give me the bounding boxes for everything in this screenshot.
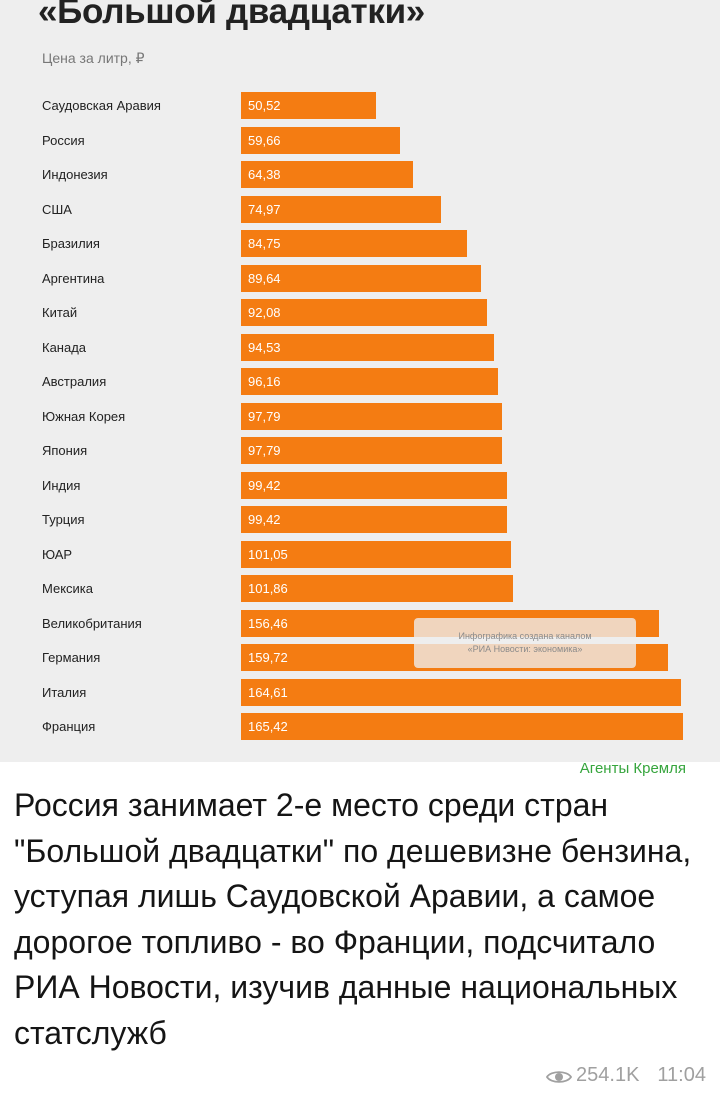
message-time: 11:04 bbox=[657, 1064, 706, 1086]
category-label: Россия bbox=[42, 132, 85, 148]
bar bbox=[241, 471, 507, 499]
category-label: Аргентина bbox=[42, 270, 105, 286]
category-label: Турция bbox=[42, 512, 85, 527]
infographic-image[interactable]: «Большой двадцатки» Цена за литр, ₽ Сауд… bbox=[0, 0, 720, 762]
bar bbox=[241, 92, 376, 119]
bar-value-label: 165,42 bbox=[248, 719, 288, 734]
bar bbox=[241, 161, 414, 188]
category-label: Индонезия bbox=[42, 167, 108, 182]
category-label: Бразилия bbox=[42, 236, 100, 251]
bar-value-label: 92,08 bbox=[248, 305, 281, 320]
bar-value-label: 97,79 bbox=[248, 443, 281, 458]
message-meta: 254.1K 11:04 bbox=[545, 1064, 706, 1087]
bar-value-label: 164,61 bbox=[248, 684, 288, 700]
bar-value-label: 94,53 bbox=[248, 339, 281, 355]
category-label: Франция bbox=[42, 719, 96, 734]
bar-value-label: 101,05 bbox=[248, 546, 288, 562]
bar-value-label: 101,86 bbox=[248, 581, 288, 596]
category-label: Япония bbox=[42, 443, 88, 458]
bar bbox=[241, 195, 442, 223]
bar-value-label: 89,64 bbox=[248, 270, 281, 286]
bar-value-label: 84,75 bbox=[248, 236, 281, 251]
category-label: Италия bbox=[42, 684, 87, 700]
source-note-line2: «РИА Новости: экономика» bbox=[467, 644, 583, 654]
bar bbox=[241, 230, 468, 257]
bar-value-label: 96,16 bbox=[248, 374, 281, 389]
bar bbox=[241, 678, 681, 706]
bar bbox=[241, 126, 401, 154]
chart-subtitle: Цена за литр, ₽ bbox=[42, 50, 145, 66]
bar-value-label: 64,38 bbox=[248, 167, 281, 182]
bar bbox=[241, 299, 488, 326]
bar-value-label: 59,66 bbox=[248, 132, 281, 148]
bar-value-label: 97,79 bbox=[248, 408, 281, 424]
bar-value-label: 99,42 bbox=[248, 477, 281, 493]
bar-value-label: 159,72 bbox=[248, 650, 288, 665]
category-label: Южная Корея bbox=[42, 408, 126, 424]
category-label: Мексика bbox=[42, 581, 94, 596]
bar-value-label: 156,46 bbox=[248, 615, 288, 631]
bar-value-label: 74,97 bbox=[248, 201, 281, 217]
bar bbox=[241, 368, 498, 395]
bar bbox=[241, 575, 514, 602]
category-label: Австралия bbox=[42, 374, 107, 389]
category-label: Германия bbox=[42, 650, 101, 665]
category-label: Великобритания bbox=[42, 615, 142, 631]
category-label: Китай bbox=[42, 305, 78, 320]
bar bbox=[241, 402, 503, 430]
category-label: ЮАР bbox=[42, 546, 73, 562]
category-label: Канада bbox=[42, 339, 87, 355]
bar bbox=[241, 540, 511, 568]
view-count: 254.1K bbox=[576, 1064, 640, 1086]
bar bbox=[241, 264, 481, 292]
bar bbox=[241, 333, 494, 361]
channel-name[interactable]: Агенты Кремля bbox=[579, 760, 686, 777]
source-note-line1: Инфографика создана каналом bbox=[458, 631, 592, 641]
bar bbox=[241, 506, 507, 533]
chart-title: «Большой двадцатки» bbox=[38, 0, 425, 31]
bar-value-label: 50,52 bbox=[248, 98, 281, 113]
infographic-source-note: Инфографика создана каналом «РИА Новости… bbox=[414, 618, 636, 668]
eye-icon bbox=[545, 1068, 573, 1084]
category-label: Индия bbox=[42, 477, 81, 493]
bar-value-label: 99,42 bbox=[248, 512, 281, 527]
bar bbox=[241, 437, 503, 464]
category-label: США bbox=[42, 201, 72, 217]
category-label: Саудовская Аравия bbox=[42, 98, 161, 113]
message-text: Россия занимает 2-е место среди стран "Б… bbox=[14, 787, 692, 1051]
bar bbox=[241, 713, 683, 740]
